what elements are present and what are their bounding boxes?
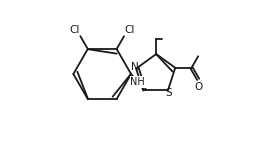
Text: N: N bbox=[131, 62, 138, 72]
Text: Cl: Cl bbox=[69, 25, 80, 36]
Text: O: O bbox=[195, 82, 203, 92]
Text: Cl: Cl bbox=[125, 25, 135, 35]
Text: S: S bbox=[165, 88, 172, 98]
Text: NH: NH bbox=[130, 77, 145, 87]
